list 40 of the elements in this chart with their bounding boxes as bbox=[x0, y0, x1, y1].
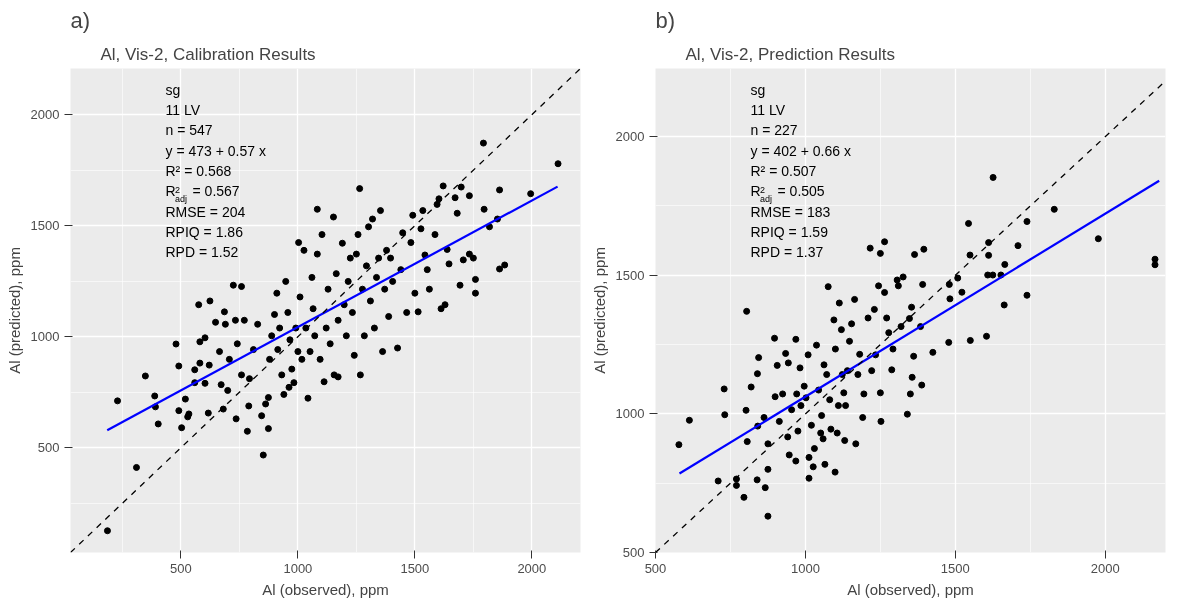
y-tick-label: 500 bbox=[622, 545, 645, 560]
x-tick-label: 500 bbox=[644, 560, 667, 576]
chart-subtitle: Al, Vis-2, Prediction Results bbox=[685, 44, 895, 64]
y-tick-label: 500 bbox=[37, 440, 60, 456]
x-tick-label: 2000 bbox=[1090, 560, 1120, 576]
annotation: n = 227 bbox=[750, 122, 798, 139]
chart-subtitle: Al, Vis-2, Calibration Results bbox=[100, 44, 316, 64]
annotation: 11 LV bbox=[750, 101, 786, 118]
x-tick-label: 1000 bbox=[283, 560, 313, 576]
y-tick-label: 1000 bbox=[30, 329, 60, 345]
x-axis-title: Al (observed), ppm bbox=[262, 580, 389, 598]
y-axis-title: Al (predicted), ppm bbox=[5, 247, 23, 374]
y-tick-label: 2000 bbox=[30, 107, 60, 123]
y-tick-label: 1000 bbox=[615, 406, 645, 422]
x-tick-label: 1500 bbox=[400, 560, 430, 576]
annotation: R² = 0.568 bbox=[165, 162, 232, 179]
annotation: RPD = 1.52 bbox=[165, 244, 239, 261]
annotation: RMSE = 204 bbox=[165, 203, 246, 220]
annotation: 11 LV bbox=[165, 101, 201, 118]
annotation: sg bbox=[750, 81, 766, 98]
annotation: RMSE = 183 bbox=[750, 203, 831, 220]
annotation: RPIQ = 1.86 bbox=[165, 223, 244, 240]
annotation: sg bbox=[165, 81, 181, 98]
chart-title: a) bbox=[70, 7, 91, 33]
x-tick-label: 500 bbox=[170, 560, 192, 576]
annotation: R² = 0.507 bbox=[750, 162, 817, 179]
annotation: RPD = 1.37 bbox=[750, 244, 824, 261]
chart-title: b) bbox=[655, 7, 676, 33]
annotation: RPIQ = 1.59 bbox=[750, 223, 829, 240]
x-axis-title: Al (observed), ppm bbox=[847, 580, 974, 598]
annotation: n = 547 bbox=[165, 122, 213, 139]
y-axis-title: Al (predicted), ppm bbox=[590, 247, 608, 374]
x-tick-label: 1000 bbox=[790, 560, 820, 576]
annotation: y = 402 + 0.66 x bbox=[750, 142, 851, 159]
y-tick-label: 2000 bbox=[615, 129, 645, 145]
x-tick-label: 2000 bbox=[517, 560, 547, 576]
y-tick-label: 1500 bbox=[615, 267, 645, 283]
y-tick-label: 1500 bbox=[30, 218, 60, 234]
annotation: y = 473 + 0.57 x bbox=[165, 142, 266, 159]
x-tick-label: 1500 bbox=[940, 560, 970, 576]
